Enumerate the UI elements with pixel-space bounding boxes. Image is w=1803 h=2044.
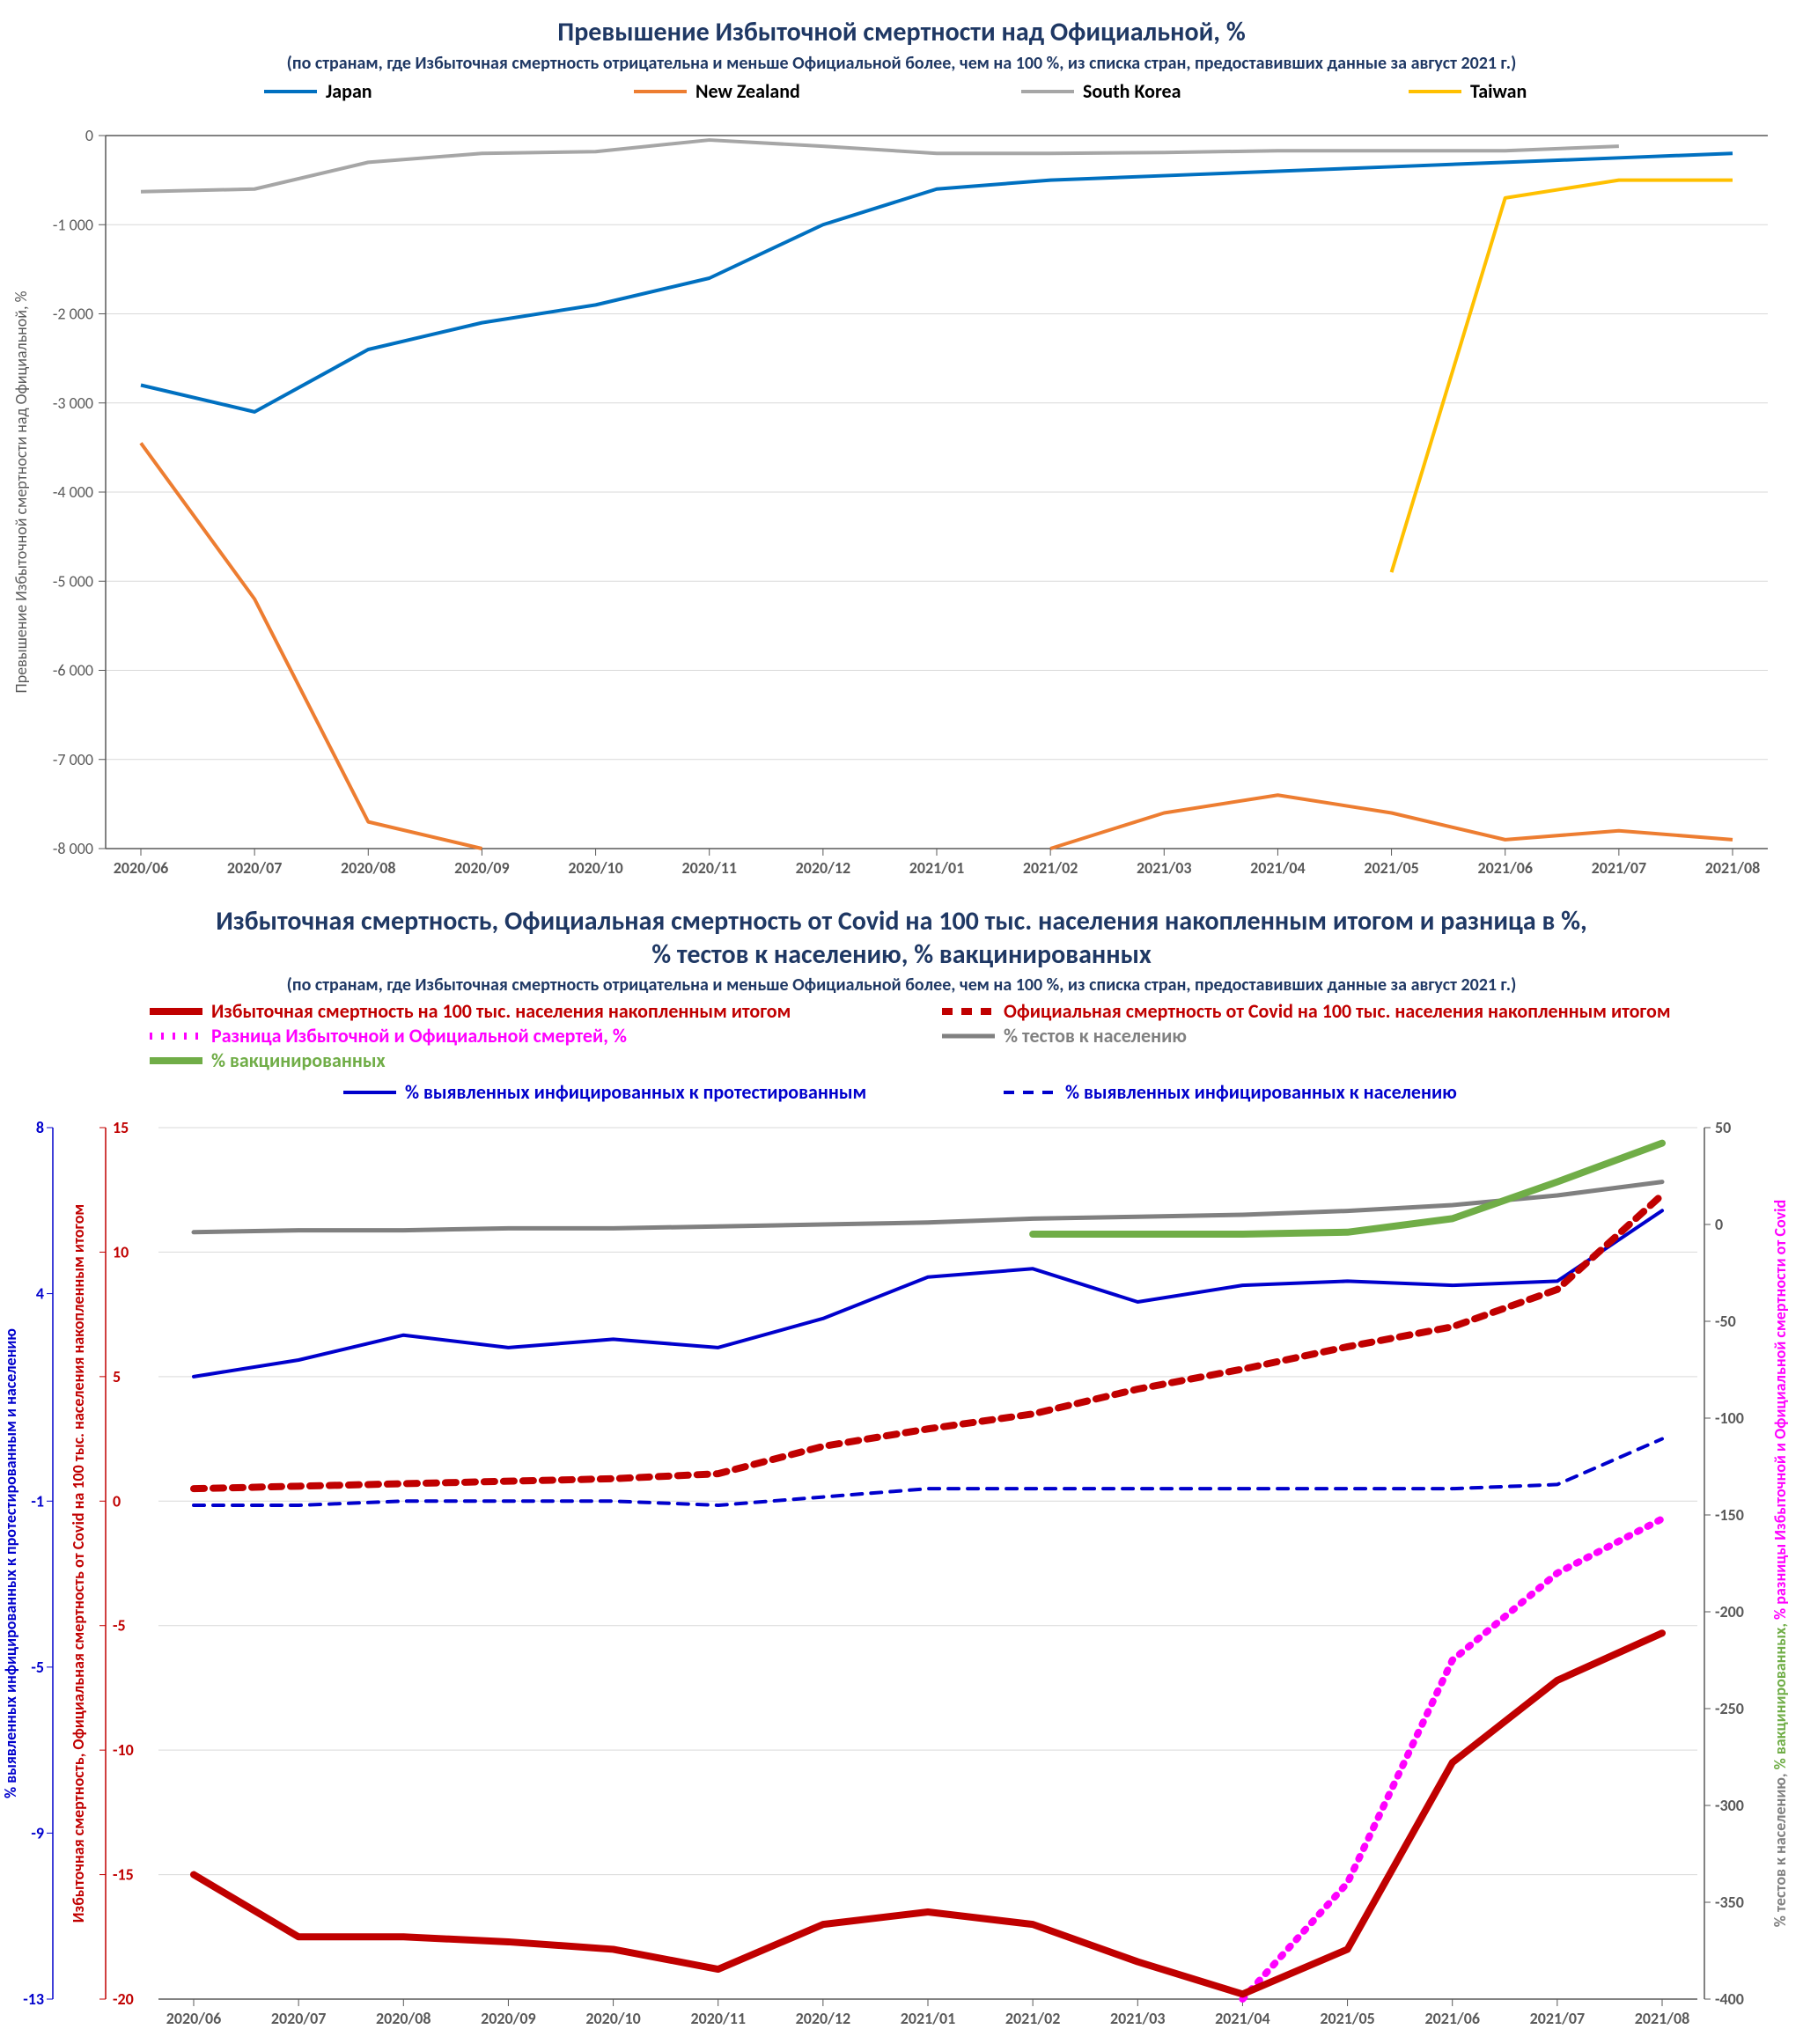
y-tick-label: 10 <box>113 1242 129 1261</box>
y-tick-label: -2 000 <box>53 304 93 323</box>
y-tick-label: -20 <box>113 1989 134 2009</box>
y-tick-label: -13 <box>23 1989 44 2009</box>
legend-label: South Korea <box>1083 79 1181 103</box>
y-tick-label: -50 <box>1715 1312 1736 1331</box>
x-tick-label: 2020/09 <box>481 2009 535 2028</box>
chart2-title-line1: Избыточная смертность, Официальная смерт… <box>0 898 1803 938</box>
chart1-subtitle: (по странам, где Избыточная смертность о… <box>0 49 1803 74</box>
legend-label: New Zealand <box>695 79 800 103</box>
y-tick-label: -10 <box>113 1740 134 1760</box>
x-tick-label: 2020/08 <box>341 858 395 878</box>
chart2-container: Избыточная смертность, Официальная смерт… <box>0 898 1803 2044</box>
x-tick-label: 2020/11 <box>681 858 736 878</box>
chart2-title-line2: % тестов к населению, % вакцинированных <box>0 938 1803 972</box>
data-line <box>194 1195 1662 1489</box>
y-tick-label: -4 000 <box>53 482 93 502</box>
x-tick-label: 2020/07 <box>271 2009 326 2028</box>
x-tick-label: 2021/03 <box>1137 858 1191 878</box>
data-line <box>141 153 1733 412</box>
x-tick-label: 2021/02 <box>1005 2009 1060 2028</box>
y-tick-label: -8 000 <box>53 839 93 858</box>
x-tick-label: 2021/04 <box>1215 2009 1269 2028</box>
legend-label: Избыточная смертность на 100 тыс. населе… <box>211 999 791 1023</box>
page: Превышение Избыточной смертности над Офи… <box>0 0 1803 2044</box>
legend-label: Разница Избыточной и Официальной смертей… <box>211 1024 627 1048</box>
data-line <box>1392 180 1733 572</box>
data-line <box>1050 795 1733 849</box>
x-tick-label: 2021/01 <box>901 2009 955 2028</box>
x-tick-label: 2021/04 <box>1250 858 1305 878</box>
y-tick-label: -400 <box>1715 1989 1744 2009</box>
legend-label: % тестов к населению <box>1004 1024 1187 1048</box>
y-axis-l2-title: Избыточная смертность, Официальная смерт… <box>69 1204 88 1923</box>
y-tick-label: 8 <box>36 1118 44 1137</box>
legend-label: Japan <box>326 79 372 103</box>
legend-label: Официальная смертность от Covid на 100 т… <box>1004 999 1671 1023</box>
legend-label: % выявленных инфицированных к протестиро… <box>405 1080 866 1104</box>
y-tick-label: -7 000 <box>53 749 93 768</box>
y-tick-label: 4 <box>36 1284 44 1304</box>
y-tick-label: -9 <box>31 1823 44 1842</box>
y-axis-l1-title: % выявленных инфицированных к протестиро… <box>1 1328 20 1798</box>
y-tick-label: 5 <box>113 1367 121 1386</box>
y-tick-label: -200 <box>1715 1602 1744 1621</box>
y-tick-label: -3 000 <box>53 393 93 412</box>
y-tick-label: -5 000 <box>53 571 93 591</box>
x-tick-label: 2021/03 <box>1110 2009 1165 2028</box>
chart2-svg: Избыточная смертность на 100 тыс. населе… <box>0 996 1803 2043</box>
legend-label: % вакцинированных <box>211 1048 386 1072</box>
y-tick-label: -5 <box>113 1616 126 1636</box>
y-tick-label: 15 <box>113 1118 129 1137</box>
data-line <box>194 1182 1662 1232</box>
x-tick-label: 2021/05 <box>1364 858 1418 878</box>
x-tick-label: 2021/08 <box>1635 2009 1689 2028</box>
y-tick-label: 0 <box>1715 1215 1723 1234</box>
y-tick-label: -1 <box>31 1491 44 1511</box>
chart2-subtitle: (по странам, где Избыточная смертность о… <box>0 971 1803 996</box>
data-line <box>141 443 482 849</box>
y-tick-label: -100 <box>1715 1408 1744 1428</box>
y-axis-r-title: % тестов к населению, % вакцинированных,… <box>1770 1200 1790 1927</box>
x-tick-label: 2020/08 <box>376 2009 431 2028</box>
y-tick-label: -250 <box>1715 1699 1744 1718</box>
x-tick-label: 2020/12 <box>796 858 850 878</box>
y-tick-label: 50 <box>1715 1118 1731 1137</box>
y-tick-label: -300 <box>1715 1796 1744 1815</box>
legend-label: Taiwan <box>1470 79 1527 103</box>
x-tick-label: 2021/05 <box>1320 2009 1374 2028</box>
x-tick-label: 2021/07 <box>1530 2009 1585 2028</box>
x-tick-label: 2020/06 <box>114 858 168 878</box>
y-tick-label: -15 <box>113 1865 134 1885</box>
y-tick-label: -1 000 <box>53 215 93 234</box>
x-tick-label: 2020/06 <box>166 2009 221 2028</box>
x-tick-label: 2020/12 <box>796 2009 850 2028</box>
x-tick-label: 2020/11 <box>690 2009 745 2028</box>
legend-label: % выявленных инфицированных к населению <box>1065 1080 1457 1104</box>
x-tick-label: 2020/07 <box>227 858 282 878</box>
data-line <box>194 1439 1662 1505</box>
chart1-svg: Japan New Zealand South Korea Taiwan -8 000 -… <box>0 74 1803 893</box>
x-tick-label: 2020/10 <box>585 2009 640 2028</box>
y-axis-title: Превышение Избыточной смертности над Офи… <box>11 290 31 693</box>
x-tick-label: 2020/10 <box>568 858 622 878</box>
y-tick-label: -350 <box>1715 1893 1744 1912</box>
y-tick-label: 0 <box>85 126 93 145</box>
x-tick-label: 2021/06 <box>1424 2009 1479 2028</box>
x-tick-label: 2021/06 <box>1477 858 1532 878</box>
x-tick-label: 2021/08 <box>1705 858 1760 878</box>
data-line <box>194 1633 1662 1994</box>
x-tick-label: 2021/01 <box>909 858 964 878</box>
x-tick-label: 2020/09 <box>454 858 509 878</box>
y-tick-label: -6 000 <box>53 660 93 680</box>
data-line <box>194 1210 1662 1377</box>
x-tick-label: 2021/07 <box>1592 858 1646 878</box>
data-line <box>1033 1143 1662 1234</box>
x-tick-label: 2021/02 <box>1023 858 1078 878</box>
y-tick-label: -5 <box>31 1658 44 1677</box>
chart1-container: Превышение Избыточной смертности над Офи… <box>0 0 1803 898</box>
chart1-title: Превышение Избыточной смертности над Офи… <box>0 0 1803 49</box>
y-tick-label: -150 <box>1715 1505 1744 1525</box>
y-tick-label: 0 <box>113 1491 121 1511</box>
